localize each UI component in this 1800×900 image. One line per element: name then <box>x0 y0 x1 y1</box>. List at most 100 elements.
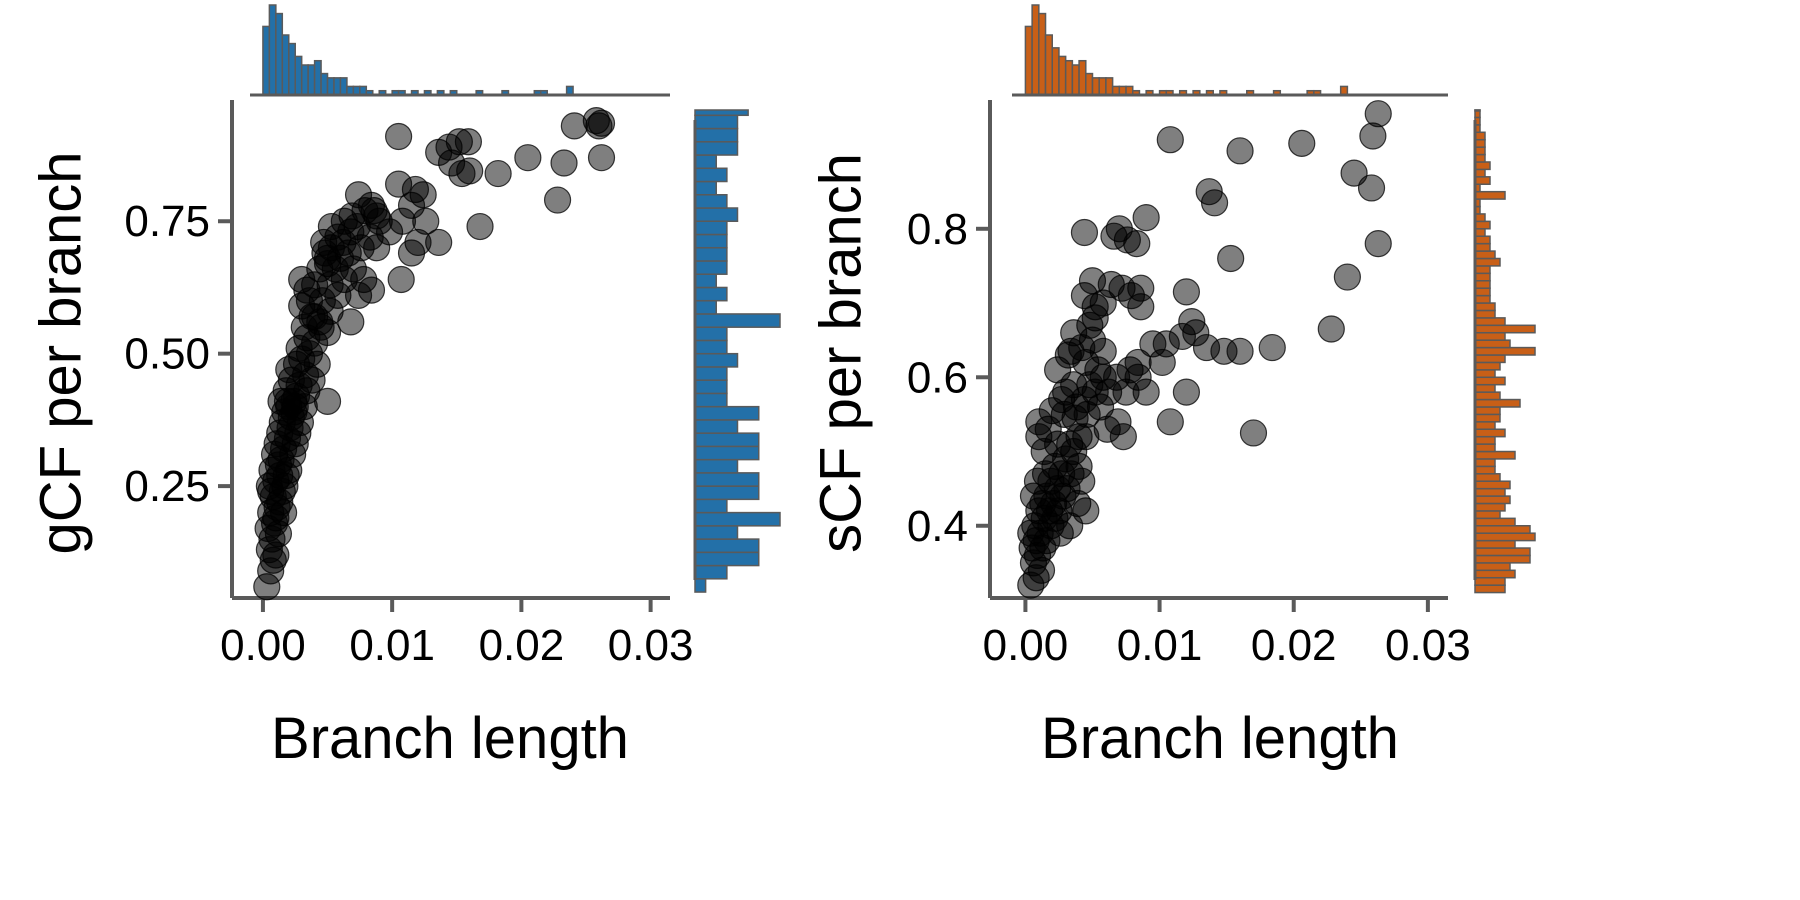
right-histogram-bar <box>1474 517 1516 527</box>
scatter-point <box>1239 419 1268 447</box>
top-histogram-bar <box>1091 77 1100 96</box>
scatter-point <box>1357 174 1386 202</box>
right-histogram-bar <box>694 538 760 554</box>
scatter-point <box>1258 333 1286 362</box>
right-histogram-bar <box>694 578 707 593</box>
scatter-point <box>337 308 365 336</box>
right-histogram-bar <box>1474 413 1501 423</box>
right-histogram-bar <box>1474 376 1506 386</box>
right-histogram-bar <box>1474 257 1501 267</box>
scatter-point <box>273 387 302 415</box>
x-tick-label: 0.03 <box>1385 621 1471 670</box>
right-histogram-bar <box>1474 450 1516 460</box>
top-histogram-bar <box>333 77 342 96</box>
top-histogram-bar <box>1038 12 1047 96</box>
right-histogram-bar <box>1474 562 1511 572</box>
scatter-point <box>1127 293 1155 321</box>
right-histogram-bar <box>1474 502 1506 512</box>
top-histogram-bar <box>1024 25 1033 96</box>
scatter-point <box>454 128 482 156</box>
right-histogram-bar <box>1474 190 1506 200</box>
y-tick-label: 0.4 <box>907 502 968 551</box>
right-histogram-bar <box>1474 272 1491 282</box>
right-histogram-bar <box>1474 280 1491 289</box>
right-histogram-bar <box>694 352 739 368</box>
right-histogram-bar <box>1474 220 1491 230</box>
x-tick-label: 0.02 <box>1251 621 1337 670</box>
top-histogram-bar <box>320 72 329 96</box>
right-histogram-bar <box>1474 554 1531 564</box>
right-histogram-bar <box>1474 584 1506 594</box>
top-histogram-bar <box>294 55 303 96</box>
right-histogram-bar <box>694 273 717 289</box>
scatter-point <box>1156 408 1184 436</box>
top-histogram-bar <box>313 59 322 96</box>
y-axis-title: sCF per branch <box>808 153 873 553</box>
right-histogram-bar <box>694 109 749 117</box>
top-histogram-bar <box>262 25 271 96</box>
scatter-point <box>1340 159 1368 187</box>
y-tick-label: 0.6 <box>907 353 968 402</box>
right-histogram-bar <box>694 551 760 567</box>
right-histogram-bar <box>694 326 728 342</box>
scatter-point <box>1364 100 1392 128</box>
scatter-point <box>1226 137 1254 165</box>
scatter-point <box>360 197 388 225</box>
top-histogram-bar <box>1058 55 1067 96</box>
right-histogram-bar <box>1474 539 1516 549</box>
top-histogram <box>1012 4 1448 97</box>
right-histogram-bar <box>1474 324 1536 334</box>
right-histogram-bar <box>694 419 739 434</box>
right-histogram-bar <box>694 127 739 143</box>
x-tick-label: 0.01 <box>349 621 435 670</box>
right-histogram-bar <box>1474 176 1491 185</box>
top-histogram-bar <box>1064 59 1074 96</box>
scatter-point <box>1288 129 1316 158</box>
y-tick-label: 0.25 <box>124 462 210 511</box>
right-histogram-bar <box>1474 510 1501 520</box>
right-histogram-bar <box>694 511 781 527</box>
scatter-point <box>1038 397 1066 425</box>
right-histogram-bar <box>694 154 717 170</box>
scatter-point <box>1044 356 1072 384</box>
right-histogram-bar <box>694 114 739 130</box>
right-histogram-bar <box>1474 109 1481 112</box>
scatter-point <box>301 302 329 331</box>
right-histogram-bar <box>1474 458 1496 468</box>
right-histogram-bar <box>1474 369 1496 379</box>
right-histogram-bar <box>1474 242 1491 252</box>
top-histogram-bar <box>1031 4 1040 96</box>
top-histogram-bar <box>339 77 348 96</box>
right-histogram-bar <box>1474 398 1521 408</box>
right-histogram-bar <box>694 498 728 514</box>
right-histogram-bar <box>1474 428 1506 438</box>
top-histogram-bar <box>1098 77 1107 96</box>
axes: 0.00 0.01 0.02 0.03 0.25 0.50 0.75 <box>124 100 693 670</box>
scatter-point <box>466 212 494 241</box>
axes: 0.00 0.01 0.02 0.03 0.4 0.6 0.8 <box>907 100 1471 670</box>
right-histogram-bar <box>1474 250 1496 260</box>
x-tick-label: 0.00 <box>983 621 1069 670</box>
scatter-point <box>550 149 578 177</box>
right-histogram-bar <box>694 472 760 487</box>
x-axis-title: Branch length <box>1041 706 1399 771</box>
right-histogram-bar <box>1474 317 1506 327</box>
right-histogram-bar <box>694 286 728 302</box>
right-histogram-bar <box>694 233 728 249</box>
right-histogram-bar <box>1474 302 1496 312</box>
right-histogram-bar <box>694 246 728 262</box>
scatter-point <box>401 175 430 204</box>
right-histogram-bar <box>1474 465 1496 475</box>
right-histogram <box>1473 109 1536 594</box>
right-histogram-bar <box>1474 383 1496 393</box>
right-histogram-bar <box>1474 547 1531 557</box>
y-tick-label: 0.8 <box>907 205 968 254</box>
right-histogram-bar <box>1474 406 1501 416</box>
right-histogram-bar <box>694 392 728 408</box>
right-histogram-bar <box>1474 480 1511 490</box>
right-histogram-bar <box>694 260 728 275</box>
right-histogram-bar <box>694 180 717 196</box>
top-histogram-bar <box>1044 34 1053 96</box>
right-histogram-bar <box>1474 525 1531 534</box>
